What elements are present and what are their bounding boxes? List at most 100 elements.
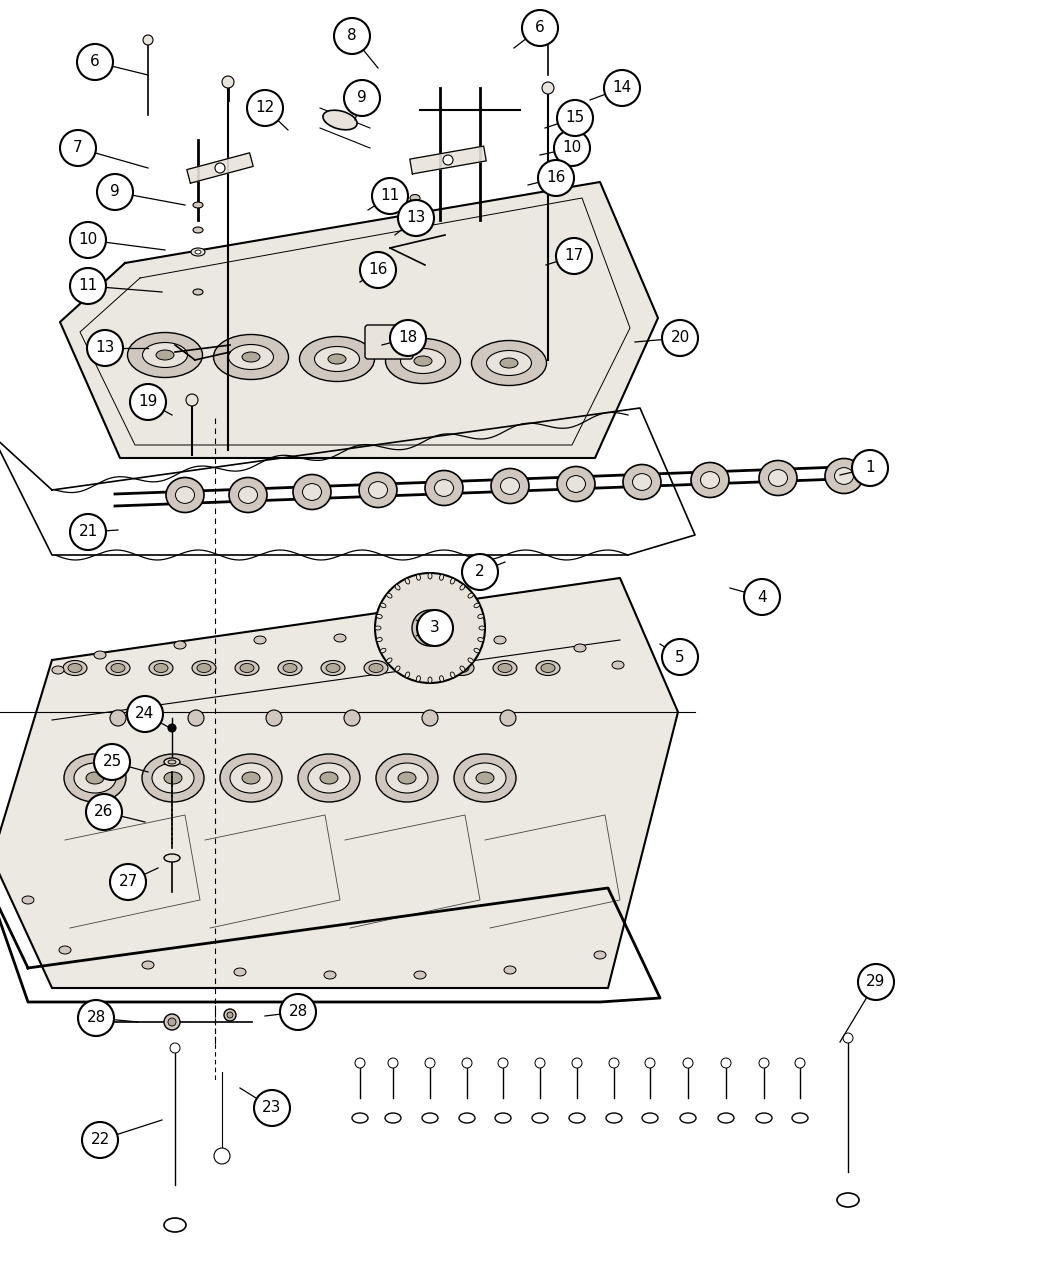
Circle shape <box>214 1148 230 1164</box>
Text: 25: 25 <box>103 755 122 770</box>
Circle shape <box>355 1058 365 1068</box>
Ellipse shape <box>417 574 420 580</box>
Ellipse shape <box>192 660 216 676</box>
Ellipse shape <box>405 672 410 678</box>
Circle shape <box>538 159 574 196</box>
Circle shape <box>344 710 360 725</box>
Ellipse shape <box>166 478 204 513</box>
Circle shape <box>87 330 123 366</box>
Ellipse shape <box>435 479 454 496</box>
Ellipse shape <box>213 334 289 380</box>
Text: 17: 17 <box>565 249 584 264</box>
Text: 13: 13 <box>406 210 425 226</box>
Ellipse shape <box>468 593 474 598</box>
Ellipse shape <box>400 348 445 374</box>
Ellipse shape <box>127 333 203 377</box>
Ellipse shape <box>412 663 426 672</box>
Circle shape <box>543 33 553 43</box>
Ellipse shape <box>569 1113 585 1123</box>
Circle shape <box>662 320 698 356</box>
Ellipse shape <box>454 754 516 802</box>
Ellipse shape <box>143 343 188 367</box>
Ellipse shape <box>64 754 126 802</box>
Ellipse shape <box>440 574 444 580</box>
Ellipse shape <box>164 854 180 862</box>
Circle shape <box>222 76 234 88</box>
Circle shape <box>572 1058 582 1068</box>
Ellipse shape <box>450 660 474 676</box>
Ellipse shape <box>574 644 586 652</box>
Ellipse shape <box>369 482 387 499</box>
Ellipse shape <box>759 460 797 496</box>
Ellipse shape <box>191 249 205 256</box>
Text: 16: 16 <box>369 263 387 278</box>
Ellipse shape <box>498 663 512 672</box>
Ellipse shape <box>464 762 506 793</box>
Ellipse shape <box>68 663 82 672</box>
Ellipse shape <box>460 666 465 672</box>
Circle shape <box>388 1058 398 1068</box>
Circle shape <box>168 724 176 732</box>
Ellipse shape <box>278 660 302 676</box>
Ellipse shape <box>320 771 338 784</box>
Circle shape <box>462 555 498 590</box>
Circle shape <box>164 1014 180 1030</box>
Text: 9: 9 <box>110 185 120 199</box>
Ellipse shape <box>74 762 116 793</box>
Text: 28: 28 <box>289 1005 308 1020</box>
Ellipse shape <box>376 754 438 802</box>
Text: 29: 29 <box>866 974 886 989</box>
Ellipse shape <box>352 1113 367 1123</box>
Ellipse shape <box>606 1113 622 1123</box>
Circle shape <box>662 639 698 674</box>
Circle shape <box>412 609 448 646</box>
Ellipse shape <box>369 663 383 672</box>
Circle shape <box>110 710 126 725</box>
Ellipse shape <box>700 472 719 488</box>
Circle shape <box>168 1017 176 1026</box>
Text: 20: 20 <box>670 330 690 346</box>
Ellipse shape <box>375 626 381 630</box>
Text: 1: 1 <box>865 460 875 476</box>
Text: 4: 4 <box>757 589 766 604</box>
Ellipse shape <box>471 340 546 385</box>
Ellipse shape <box>164 771 182 784</box>
Circle shape <box>645 1058 655 1068</box>
Ellipse shape <box>414 972 426 979</box>
Circle shape <box>609 1058 620 1068</box>
Circle shape <box>744 579 780 615</box>
Ellipse shape <box>240 663 254 672</box>
Circle shape <box>143 34 153 45</box>
Ellipse shape <box>168 760 176 764</box>
Circle shape <box>759 1058 769 1068</box>
Text: 12: 12 <box>255 101 275 116</box>
Circle shape <box>334 18 370 54</box>
Ellipse shape <box>495 1113 511 1123</box>
Ellipse shape <box>532 1113 548 1123</box>
Ellipse shape <box>254 636 266 644</box>
Circle shape <box>500 710 516 725</box>
Text: 10: 10 <box>79 232 98 247</box>
Ellipse shape <box>428 677 432 683</box>
Ellipse shape <box>414 356 432 366</box>
Ellipse shape <box>835 468 854 484</box>
Ellipse shape <box>238 487 257 504</box>
Ellipse shape <box>299 337 375 381</box>
Ellipse shape <box>86 771 104 784</box>
Circle shape <box>721 1058 731 1068</box>
Text: 21: 21 <box>79 524 98 539</box>
Circle shape <box>852 450 888 486</box>
Circle shape <box>82 1122 118 1158</box>
Ellipse shape <box>63 660 87 676</box>
Ellipse shape <box>164 1218 186 1232</box>
Ellipse shape <box>825 459 863 493</box>
Circle shape <box>375 572 485 683</box>
Ellipse shape <box>230 762 272 793</box>
Text: 10: 10 <box>563 140 582 156</box>
Circle shape <box>247 91 284 126</box>
Ellipse shape <box>376 615 382 618</box>
Ellipse shape <box>334 634 346 643</box>
Circle shape <box>77 45 113 80</box>
Circle shape <box>443 156 453 164</box>
Circle shape <box>254 1090 290 1126</box>
